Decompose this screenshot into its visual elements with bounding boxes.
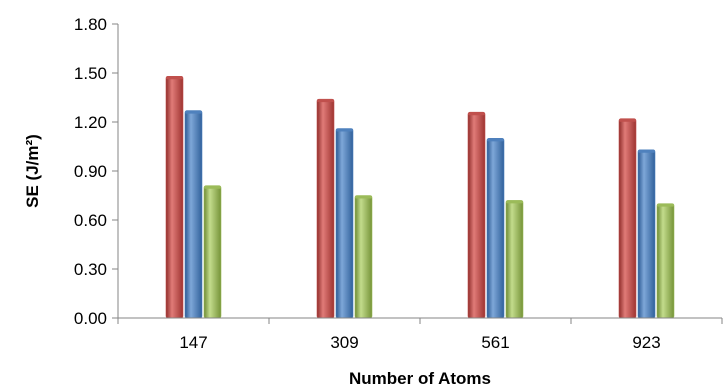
bar-cap: [336, 128, 353, 132]
bars-group: [165, 75, 675, 319]
x-ticks-group: 147 309 561 923: [117, 318, 723, 352]
y-tick-label: 0.30: [74, 260, 107, 279]
bar-series-2-309: [335, 128, 354, 319]
bar-cap: [185, 110, 202, 114]
bar-cap: [506, 200, 523, 204]
bar-series-3-147: [203, 185, 222, 319]
bar-series-2-923: [637, 149, 656, 319]
bar-series-1-923: [618, 118, 637, 319]
y-tick-label: 1.50: [74, 64, 107, 83]
bar-cap: [468, 112, 485, 116]
y-tick-label: 0.60: [74, 211, 107, 230]
x-axis-title: Number of Atoms: [349, 369, 491, 387]
y-axis-title: SE (J/m²): [23, 134, 42, 208]
bar-cap: [487, 138, 504, 142]
bar-cap: [619, 118, 636, 122]
x-tick-label: 561: [481, 333, 509, 352]
x-tick-label: 309: [330, 333, 358, 352]
bar-series-3-309: [354, 195, 373, 319]
bar-series-3-561: [505, 200, 524, 319]
bar-series-2-147: [184, 110, 203, 319]
bar-cap: [355, 195, 372, 199]
bar-series-1-309: [316, 98, 335, 319]
y-tick-label: 0.00: [74, 309, 107, 328]
bar-series-1-561: [467, 111, 486, 319]
bar-cap: [638, 149, 655, 153]
x-tick-label: 923: [632, 333, 660, 352]
y-tick-label: 1.80: [74, 15, 107, 34]
bar-cap: [317, 99, 334, 103]
bar-cap: [204, 185, 221, 189]
y-tick-label: 0.90: [74, 162, 107, 181]
bar-cap: [166, 76, 183, 80]
bar-series-3-923: [656, 203, 675, 319]
y-tick-label: 1.20: [74, 113, 107, 132]
bar-cap: [657, 203, 674, 207]
y-ticks-group: 0.00 0.30 0.60 0.90 1.20 1.50 1.80: [74, 15, 118, 328]
x-tick-label: 147: [179, 333, 207, 352]
bar-series-2-561: [486, 138, 505, 319]
bar-series-1-147: [165, 75, 184, 319]
